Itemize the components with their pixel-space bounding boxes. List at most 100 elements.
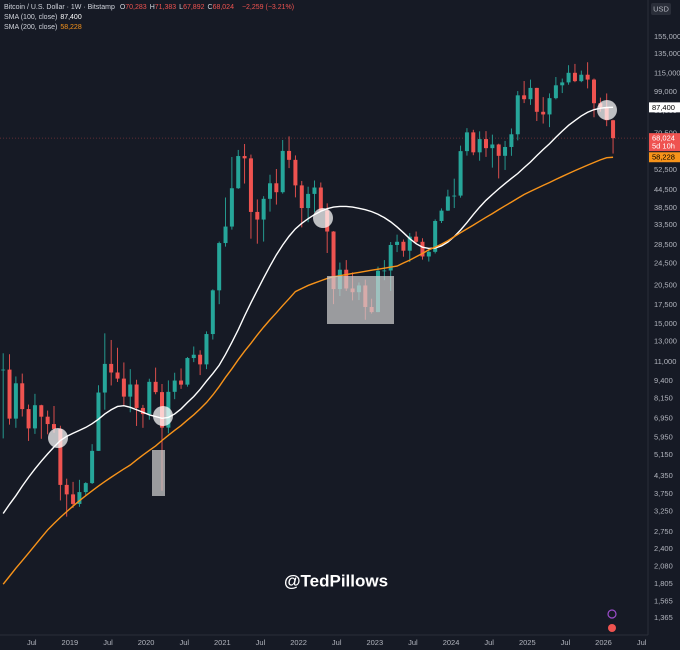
y-tick-label: 2,750 — [654, 527, 673, 536]
price-tag — [649, 102, 680, 113]
y-tick-label: 52,500 — [654, 165, 677, 174]
candle-body — [236, 156, 241, 189]
ohlc-key: C — [207, 4, 213, 11]
x-tick-label: 2019 — [62, 638, 79, 647]
candle-body — [210, 290, 215, 335]
candle-body — [318, 187, 323, 211]
candle-body — [515, 95, 520, 135]
x-tick-label: Jul — [256, 638, 266, 647]
ohlc-key: O — [119, 4, 126, 11]
highlight-circle — [313, 208, 333, 228]
price-axis: 155,000135,000115,00099,00085,00070,5005… — [654, 32, 680, 622]
candle-body — [464, 132, 469, 152]
y-tick-label: 38,500 — [654, 203, 677, 212]
candle-body — [471, 132, 476, 153]
candle-body — [185, 358, 190, 385]
y-tick-label: 1,365 — [654, 613, 673, 622]
y-tick-label: 11,000 — [654, 357, 676, 366]
highlight-circle — [597, 100, 617, 120]
y-tick-label: 15,000 — [654, 319, 677, 328]
x-tick-label: Jul — [332, 638, 342, 647]
sma-line — [2, 156, 614, 585]
y-tick-label: 1,565 — [654, 596, 673, 605]
candle-body — [147, 381, 152, 415]
candle-body — [64, 484, 69, 495]
candle-body — [439, 210, 444, 221]
candle-body — [20, 383, 25, 410]
y-tick-label: 28,500 — [654, 240, 677, 249]
candle-body — [102, 363, 107, 393]
ohlc-key: L — [179, 4, 184, 11]
candle-body — [261, 198, 266, 220]
y-tick-label: 6,950 — [654, 413, 673, 422]
x-tick-label: 2025 — [519, 638, 536, 647]
icon — [607, 609, 617, 619]
header: Bitcoin / U.S. Dollar · 1W · Bitstamp O7… — [4, 3, 297, 33]
candle-body — [134, 384, 139, 408]
candle-body — [522, 95, 527, 100]
price-tag — [649, 152, 680, 163]
candle-body — [395, 241, 400, 245]
candle-body — [153, 381, 158, 393]
legend-name: SMA (200, close) — [4, 24, 58, 31]
candle-body — [7, 369, 12, 419]
candle-body — [572, 72, 577, 82]
y-tick-label: 33,500 — [654, 220, 677, 229]
candle-body — [217, 243, 222, 291]
candle-body — [477, 139, 482, 153]
y-tick-label: 155,000 — [654, 32, 680, 41]
ohlc-key: H — [149, 4, 155, 11]
candle-body — [458, 151, 463, 196]
ohlc-value: 71,383 — [154, 4, 177, 11]
legend-value: 87,400 — [60, 14, 82, 21]
candle-body — [109, 363, 114, 373]
x-tick-label: Jul — [408, 638, 418, 647]
annotations — [48, 100, 617, 496]
candle-body — [547, 98, 552, 115]
candle-body — [414, 236, 419, 242]
y-tick-label: 99,000 — [654, 87, 677, 96]
candle-body — [121, 378, 126, 397]
highlight-circle — [153, 406, 173, 426]
y-tick-label: 2,400 — [654, 544, 673, 553]
candle-body — [198, 354, 203, 365]
candle-body — [426, 251, 431, 257]
price-tag-label: 68,024 — [652, 134, 675, 143]
y-tick-label: 20,500 — [654, 280, 677, 289]
y-tick-label: 3,250 — [654, 507, 673, 516]
candle-body — [274, 183, 279, 193]
y-tick-label: 8,150 — [654, 394, 673, 403]
symbol: Bitcoin / U.S. Dollar · 1W · Bitstamp — [4, 4, 115, 11]
candle-body — [420, 241, 425, 257]
ohlc-value: 70,283 — [125, 4, 147, 11]
candle-body — [52, 424, 56, 429]
y-tick-label: 13,000 — [654, 336, 677, 345]
countdown-label: 5d 10h — [652, 142, 675, 151]
candle-body — [90, 450, 95, 484]
x-tick-label: Jul — [561, 638, 571, 647]
legend: SMA (100, close) 87,400 SMA (200, close) 58… — [4, 13, 297, 33]
time-axis: Jul 2019 Jul 2020 Jul 2021 Jul 2022 Jul 2023 Jul 20… — [27, 638, 647, 647]
candle-body — [248, 158, 253, 212]
candle-body — [26, 409, 31, 429]
candle-body — [172, 380, 177, 392]
candle-body — [242, 156, 247, 159]
candle-body — [433, 220, 438, 252]
candle-body — [534, 87, 539, 112]
candle-body — [592, 79, 596, 104]
header-line: Bitcoin / U.S. Dollar · 1W · Bitstamp O7… — [4, 3, 297, 13]
x-tick-label: Jul — [637, 638, 647, 647]
x-tick-label: 2020 — [138, 638, 155, 647]
candle-body — [407, 236, 412, 251]
candle-body — [382, 270, 387, 272]
candle-body — [223, 226, 228, 244]
highlight-circle — [48, 428, 68, 448]
currency: USD — [653, 4, 669, 13]
sma-line — [2, 106, 614, 514]
candle-body — [191, 354, 196, 359]
candle-body — [280, 150, 285, 193]
candle-body — [204, 334, 209, 365]
